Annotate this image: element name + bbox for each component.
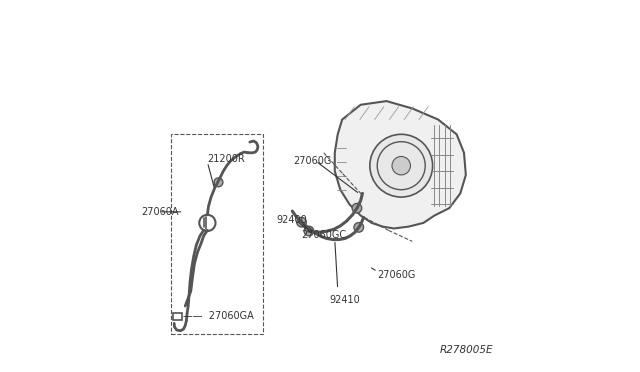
Text: 27060G: 27060G xyxy=(378,270,416,280)
Circle shape xyxy=(304,226,314,236)
Circle shape xyxy=(354,222,364,232)
Text: 92400: 92400 xyxy=(276,215,307,225)
Circle shape xyxy=(214,178,223,187)
Polygon shape xyxy=(173,313,182,320)
Circle shape xyxy=(392,157,410,175)
Circle shape xyxy=(297,217,307,227)
Text: 27060GC: 27060GC xyxy=(301,230,346,240)
Polygon shape xyxy=(335,101,466,228)
Circle shape xyxy=(370,134,433,197)
Circle shape xyxy=(352,203,362,213)
Text: 27060A: 27060A xyxy=(141,207,179,217)
Text: ——  27060GA: —— 27060GA xyxy=(184,311,254,321)
Text: 92410: 92410 xyxy=(329,295,360,305)
Text: 21200R: 21200R xyxy=(207,154,245,164)
Text: 27060G: 27060G xyxy=(293,156,332,166)
Text: R278005E: R278005E xyxy=(440,345,493,355)
